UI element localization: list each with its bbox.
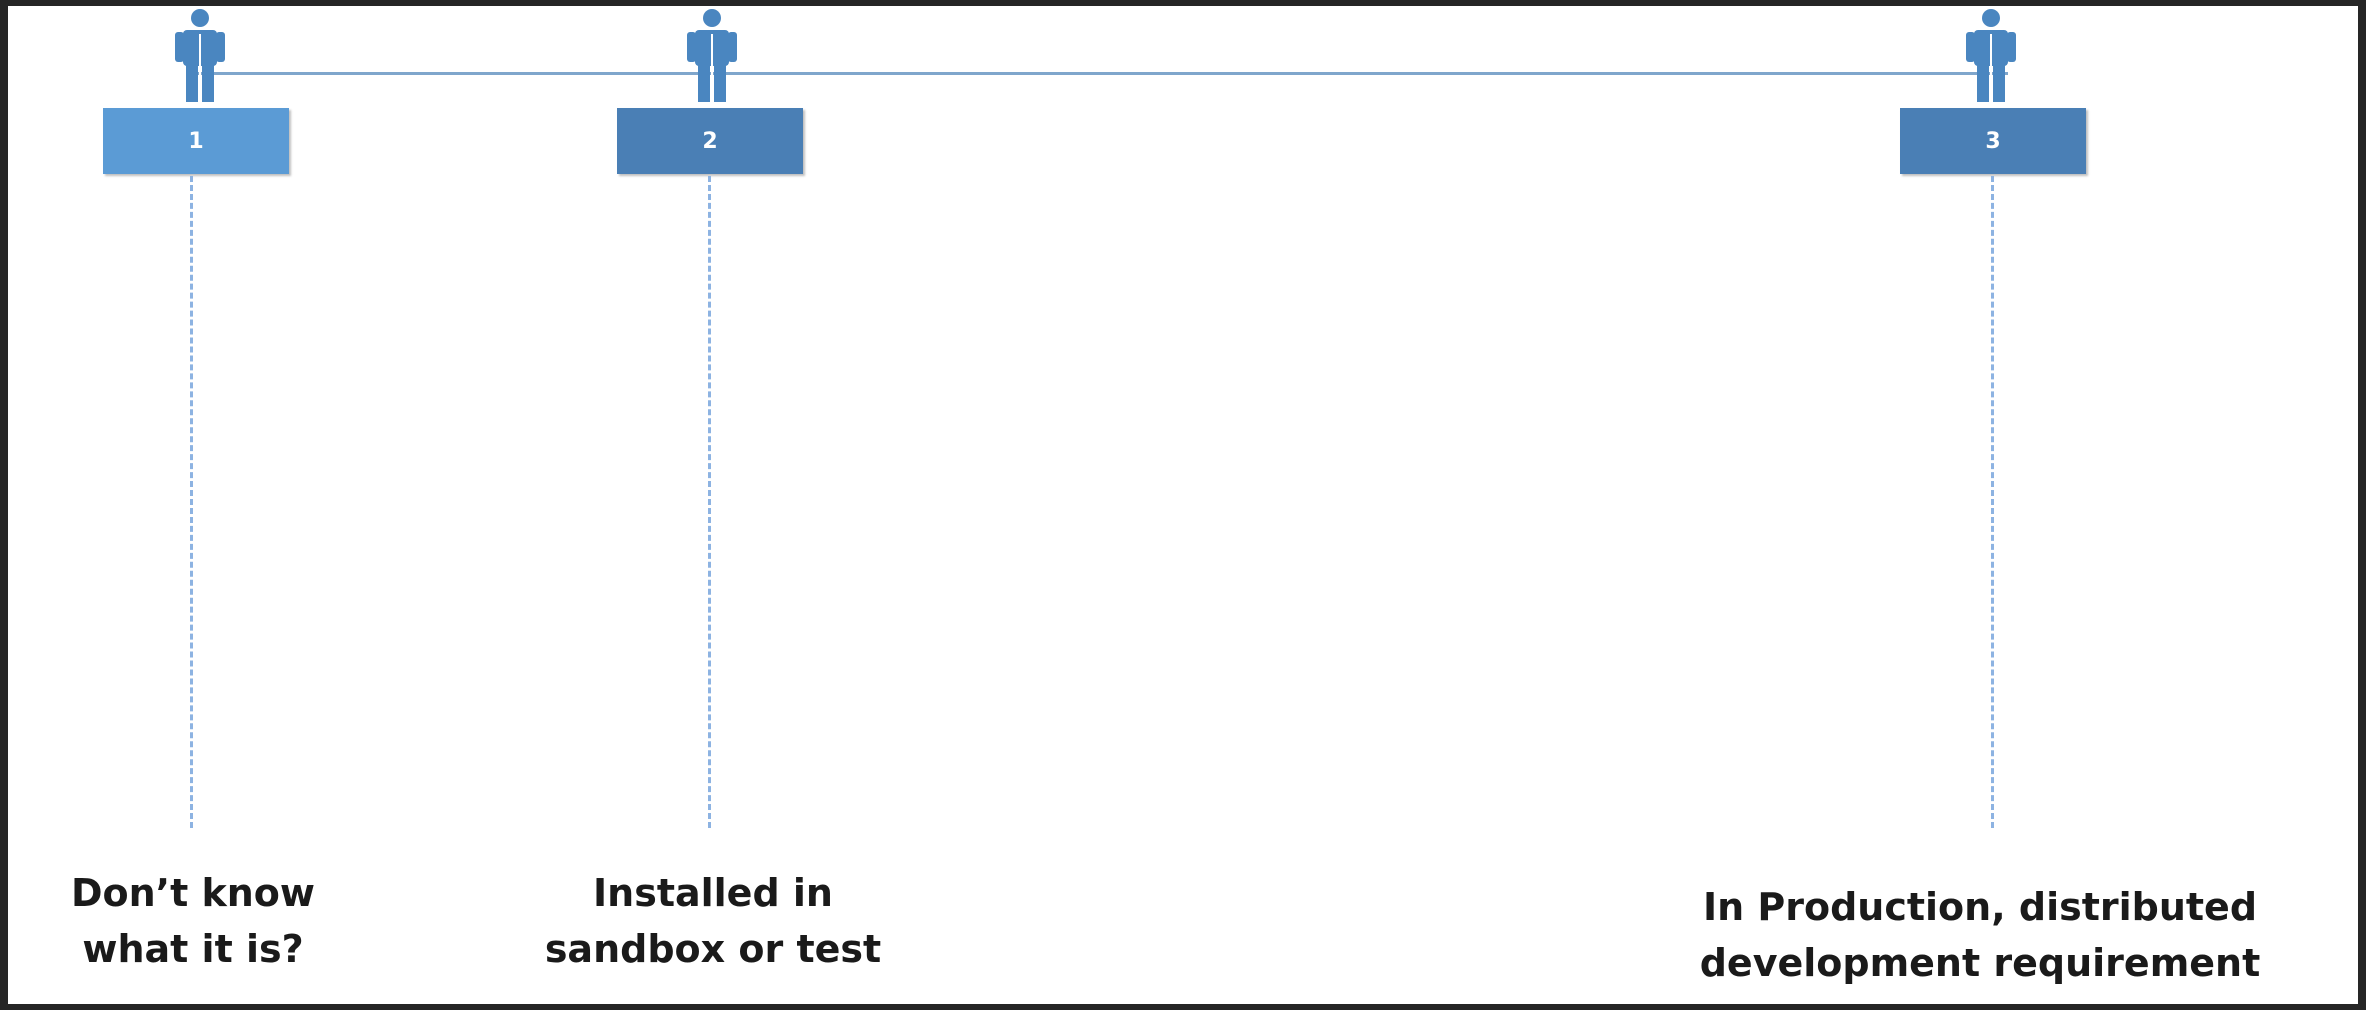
stage-1-box: 1 <box>103 108 289 174</box>
stage-3-label-line-2: development requirement <box>1699 941 2261 985</box>
stage-2-dashed-line <box>708 176 711 828</box>
stage-2-label-line-2: sandbox or test <box>544 927 882 971</box>
stage-1-label: Don’t know what it is? <box>38 865 348 977</box>
stage-1-dashed-line <box>190 176 193 828</box>
stage-3-box: 3 <box>1900 108 2086 174</box>
stage-3-number: 3 <box>1985 128 2001 154</box>
person-icon-stage-1 <box>165 8 235 104</box>
stage-1-number: 1 <box>188 128 204 154</box>
person-icon-stage-2 <box>677 8 747 104</box>
stage-2-label: Installed in sandbox or test <box>508 865 918 977</box>
stage-3-label: In Production, distributed development r… <box>1640 879 2320 991</box>
stage-2-box: 2 <box>617 108 803 174</box>
stage-3-label-line-1: In Production, distributed <box>1702 885 2258 929</box>
stage-2-label-line-1: Installed in <box>593 871 833 915</box>
person-icon-stage-3 <box>1956 8 2026 104</box>
stage-1-label-line-2: what it is? <box>82 927 304 971</box>
stage-1-label-line-1: Don’t know <box>70 871 316 915</box>
stage-2-number: 2 <box>702 128 718 154</box>
stage-3-dashed-line <box>1991 176 1994 828</box>
diagram-canvas: 1 Don’t know what it is? 2 Installed in … <box>8 6 2358 1004</box>
timeline-connector-line <box>188 72 2008 75</box>
